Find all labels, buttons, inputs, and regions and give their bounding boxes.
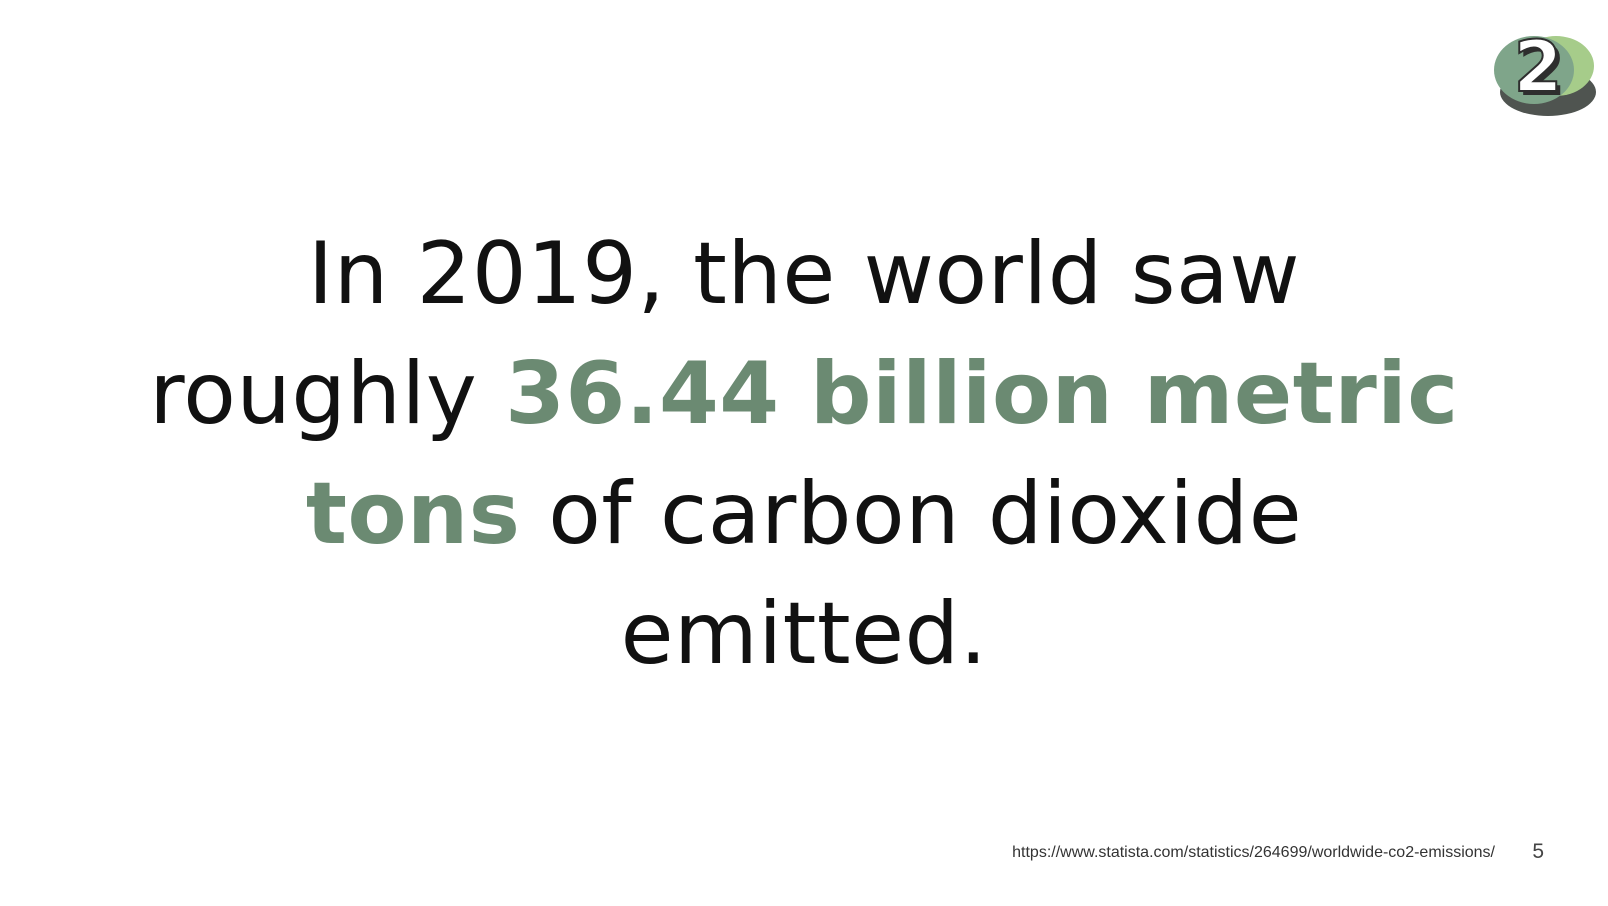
- page-number: 5: [1532, 840, 1544, 863]
- badge-dark-shape: [1494, 36, 1574, 104]
- badge-number-shadow: 2: [1518, 30, 1567, 112]
- statement-line-4: emitted.: [620, 584, 988, 684]
- statement-line-3-text: of carbon dioxide: [520, 464, 1303, 564]
- main-statement: In 2019, the world saw roughly 36.44 bill…: [60, 214, 1548, 694]
- statement-line-2-text: roughly: [149, 344, 506, 444]
- highlight-unit: tons: [305, 464, 521, 564]
- badge-number: 2: [1514, 26, 1563, 108]
- statement-line-1: In 2019, the world saw: [307, 224, 1301, 324]
- highlight-amount: 36.44 billion metric: [505, 344, 1459, 444]
- source-link[interactable]: https://www.statista.com/statistics/2646…: [1012, 844, 1495, 861]
- number-badge-logo: 2 2: [1494, 25, 1596, 116]
